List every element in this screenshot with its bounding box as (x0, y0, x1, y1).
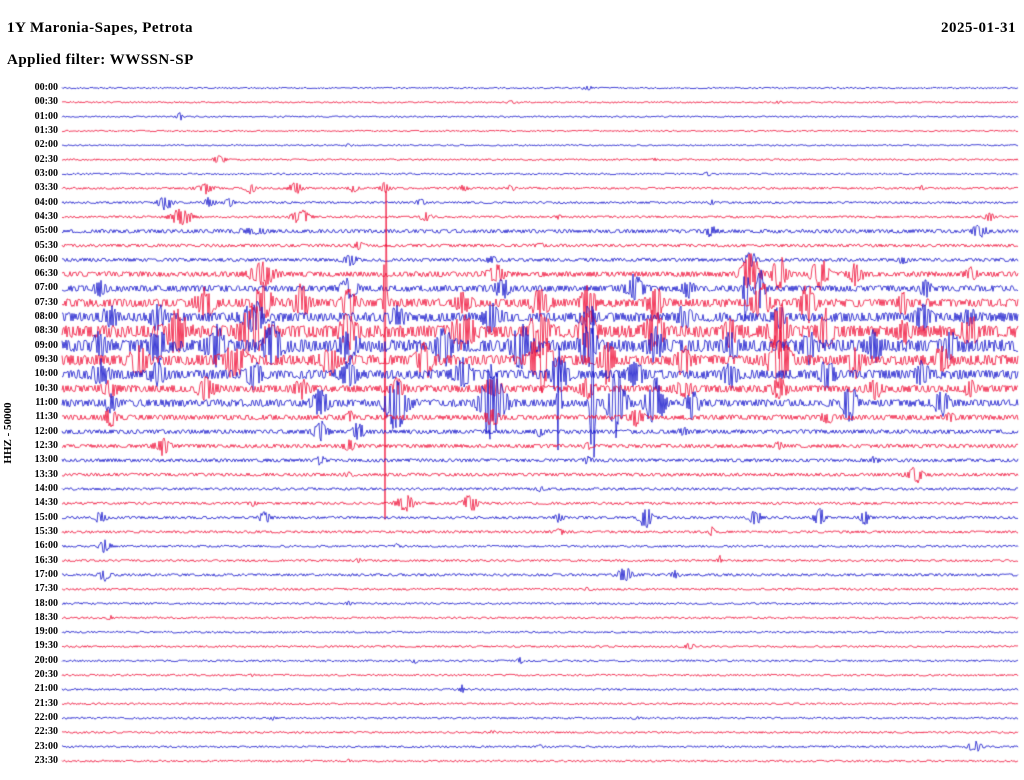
time-label: 09:30 (34, 354, 58, 366)
time-label: 10:30 (34, 382, 58, 394)
filter-label: Applied filter: WWSSN-SP (7, 52, 194, 68)
time-label: 19:00 (34, 626, 58, 638)
plot-date: 2025-01-31 (941, 20, 1016, 36)
time-label: 20:00 (34, 654, 58, 666)
time-label: 13:00 (34, 454, 58, 466)
time-label: 03:00 (34, 167, 58, 179)
time-label: 18:00 (34, 597, 58, 609)
time-label: 11:00 (35, 397, 58, 409)
time-label: 02:30 (34, 153, 58, 165)
time-label: 05:00 (34, 225, 58, 237)
time-label: 23:30 (34, 755, 58, 767)
time-label: 01:30 (34, 124, 58, 136)
time-label: 17:30 (34, 583, 58, 595)
time-label: 19:30 (34, 640, 58, 652)
time-label: 04:30 (34, 210, 58, 222)
time-label: 17:00 (34, 568, 58, 580)
time-label: 23:00 (34, 740, 58, 752)
time-label: 10:00 (34, 368, 58, 380)
time-label: 01:00 (34, 110, 58, 122)
time-label: 22:00 (34, 712, 58, 724)
time-label: 14:00 (34, 482, 58, 494)
time-label: 00:30 (34, 96, 58, 108)
time-label: 12:30 (34, 440, 58, 451)
time-label: 18:30 (34, 611, 58, 623)
time-label: 07:30 (34, 296, 58, 308)
time-label: 03:30 (34, 182, 58, 194)
time-label: 00:00 (34, 82, 58, 93)
time-label: 13:30 (34, 468, 58, 480)
time-label: 12:00 (34, 425, 58, 437)
time-label: 06:30 (34, 268, 58, 280)
time-label: 22:30 (34, 726, 58, 738)
time-label: 15:00 (34, 511, 58, 523)
time-label: 07:00 (34, 282, 58, 294)
time-label: 14:30 (34, 497, 58, 509)
time-label: 04:00 (34, 196, 58, 208)
time-label: 21:00 (34, 683, 58, 695)
time-label: 16:30 (34, 554, 58, 566)
time-label: 11:30 (35, 411, 58, 423)
time-label: 08:00 (34, 311, 58, 323)
time-label: 15:30 (34, 525, 58, 537)
station-title: 1Y Maronia-Sapes, Petrota (7, 20, 193, 36)
time-label: 20:30 (34, 669, 58, 681)
time-label: 05:30 (34, 239, 58, 251)
time-label: 08:30 (34, 325, 58, 337)
time-label: 06:00 (34, 253, 58, 265)
time-label: 21:30 (34, 697, 58, 709)
time-label: 09:00 (34, 339, 58, 351)
time-label: 16:00 (34, 540, 58, 552)
time-label: 02:00 (34, 139, 58, 151)
